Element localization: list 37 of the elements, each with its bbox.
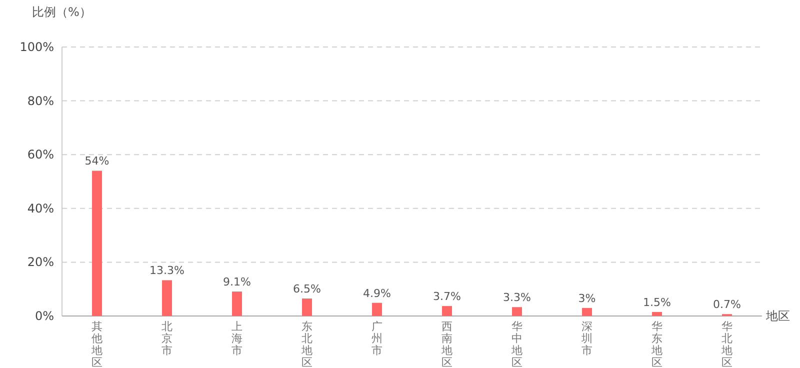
x-tick-label: 华东地区	[650, 320, 662, 368]
bar	[372, 302, 382, 316]
x-tick-label: 北京市	[162, 320, 172, 357]
bar	[582, 308, 592, 316]
y-tick-label: 0%	[34, 309, 54, 323]
bar	[162, 280, 172, 316]
data-label: 3.3%	[503, 291, 531, 304]
x-tick-label: 华北地区	[720, 320, 732, 368]
x-tick-label: 其他地区	[90, 320, 102, 368]
bar	[442, 306, 452, 316]
bar	[512, 307, 522, 316]
data-label: 1.5%	[643, 296, 671, 309]
y-tick-label: 100%	[20, 40, 54, 54]
data-label: 6.5%	[293, 282, 321, 296]
y-tick-label: 80%	[27, 94, 54, 108]
data-label: 0.7%	[713, 298, 741, 312]
x-tick-label: 东北地区	[300, 320, 312, 368]
y-tick-label: 60%	[27, 148, 54, 162]
y-tick-label: 20%	[27, 255, 54, 270]
x-tick-label: 华中地区	[510, 320, 522, 368]
data-label: 3.7%	[433, 290, 461, 304]
x-tick-label: 上海市	[232, 320, 242, 357]
data-label: 3%	[578, 292, 596, 305]
x-tick-label: 西南地区	[440, 320, 452, 368]
bar	[92, 170, 102, 316]
data-label: 9.1%	[223, 276, 251, 289]
data-label: 54%	[84, 154, 110, 168]
bar	[302, 298, 312, 316]
x-axis-title: 地区	[765, 309, 790, 323]
bar	[652, 312, 662, 316]
data-label: 13.3%	[150, 264, 184, 278]
data-label: 4.9%	[363, 286, 391, 300]
x-tick-label: 深圳市	[580, 320, 592, 357]
y-axis-title: 比例（%）	[32, 5, 92, 19]
y-tick-label: 40%	[27, 201, 54, 216]
x-tick-label: 广州市	[372, 320, 382, 357]
bar	[232, 292, 242, 316]
